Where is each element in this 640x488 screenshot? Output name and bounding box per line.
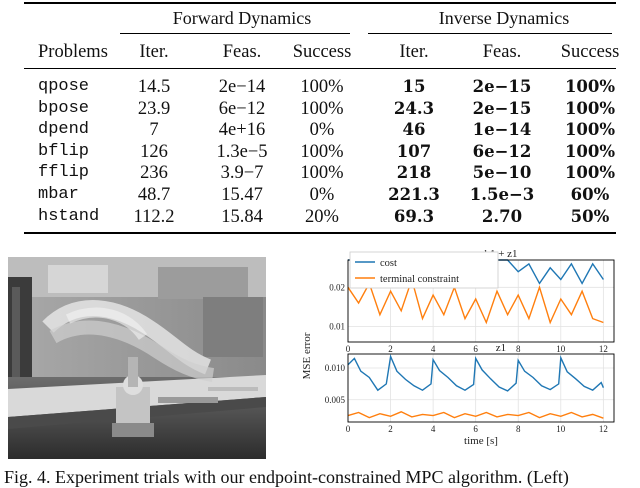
forward-success-cell: 100% <box>300 163 344 184</box>
inverse-success-cell: 50% <box>570 206 610 226</box>
legend-label: terminal constraint <box>380 274 459 285</box>
y-tick-label: 0.01 <box>329 321 345 331</box>
x-tick-label: 4 <box>431 344 436 354</box>
forward-feas-cell: 1.3e−5 <box>216 141 268 162</box>
inverse-feas-cell: 2.70 <box>481 206 523 226</box>
inverse-iter-cell: 15 <box>402 77 426 96</box>
figure-caption: Fig. 4. Experiment trials with our endpo… <box>4 467 569 487</box>
series-line-terminal-constraint <box>347 277 604 325</box>
plot-legend: cost terminal constraint <box>349 251 499 289</box>
inverse-success-cell: 100% <box>564 163 616 183</box>
series-line-cost <box>347 353 605 392</box>
forward-success-cell: 100% <box>300 141 344 162</box>
forward-iter-header: Iter. <box>139 42 169 62</box>
chart-panel-1: z1 0 2 4 6 8 10 12 0.005 0.010 time [s] <box>325 342 615 447</box>
y-tick-label: 0.010 <box>325 363 346 373</box>
x-tick-label: 0 <box>346 424 351 434</box>
x-tick-label: 10 <box>556 344 566 354</box>
inverse-success-cell: 100% <box>564 77 616 96</box>
inverse-iter-cell: 218 <box>396 163 432 183</box>
inverse-dynamics-header: Inverse Dynamics <box>438 8 570 28</box>
robot-arm-photo-image <box>8 257 266 459</box>
problem-cell: hstand <box>38 206 100 226</box>
inverse-feas-cell: 1e−14 <box>472 120 532 140</box>
problems-header: Problems <box>38 42 108 62</box>
table-top-rule <box>24 2 616 4</box>
x-tick-label: 0 <box>346 344 351 354</box>
mse-error-plots-svg: MSE error b1 + z10 2 4 6 8 10 120.010.02costte… <box>301 248 615 447</box>
inverse-iter-cell: 69.3 <box>393 206 435 226</box>
forward-dynamics-header: Forward Dynamics <box>172 8 312 28</box>
inverse-feas-cell: 1.5e−3 <box>469 185 535 204</box>
plot-frame <box>347 353 615 423</box>
problem-cell: dpend <box>38 120 90 140</box>
x-tick-label: 2 <box>388 344 393 354</box>
inverse-feas-header: Feas. <box>482 42 522 62</box>
legend-box <box>349 251 499 289</box>
x-tick-label: 2 <box>388 424 393 434</box>
legend-label: cost <box>380 258 397 269</box>
inverse-feas-cell: 2e−15 <box>472 98 532 118</box>
y-tick-label: 0.02 <box>329 282 345 292</box>
robot-arm-photo <box>8 257 266 459</box>
forward-iter-cell: 126 <box>140 141 168 162</box>
forward-iter-cell: 7 <box>149 120 159 141</box>
forward-iter-cell: 112.2 <box>133 206 175 227</box>
forward-success-cell: 20% <box>305 206 339 227</box>
y-axis-label: MSE error <box>301 332 313 379</box>
inverse-success-cell: 100% <box>564 98 616 118</box>
forward-feas-cell: 2e−14 <box>218 77 266 97</box>
problem-cell: fflip <box>38 163 90 183</box>
inverse-feas-cell: 2e−15 <box>472 77 532 96</box>
inverse-success-cell: 100% <box>564 120 616 140</box>
inverse-success-cell: 60% <box>570 185 610 204</box>
forward-success-header: Success <box>292 42 352 62</box>
x-axis-label: time [s] <box>464 435 498 447</box>
forward-feas-cell: 15.84 <box>221 206 263 227</box>
forward-feas-cell: 15.47 <box>221 185 263 205</box>
inverse-success-cell: 100% <box>564 141 616 161</box>
inverse-iter-cell: 107 <box>396 141 432 161</box>
x-tick-label: 4 <box>431 424 436 434</box>
mse-error-plots: MSE error b1 + z1 0 2 4 6 8 10 12 0.01 0.02 cost te… <box>300 246 640 458</box>
x-tick-label: 12 <box>599 344 608 354</box>
inverse-group-underline <box>368 33 612 34</box>
x-tick-label: 12 <box>599 424 608 434</box>
forward-iter-cell: 236 <box>140 163 168 184</box>
x-tick-label: 10 <box>556 424 566 434</box>
forward-iter-cell: 23.9 <box>137 98 171 119</box>
forward-feas-header: Feas. <box>222 42 262 62</box>
x-tick-label: 6 <box>473 344 478 354</box>
forward-group-underline <box>120 33 350 34</box>
y-tick-label: 0.005 <box>325 395 346 405</box>
inverse-iter-cell: 221.3 <box>388 185 440 204</box>
table-bottom-rule <box>24 232 616 234</box>
x-tick-label: 6 <box>473 424 478 434</box>
problem-cell: mbar <box>38 185 79 204</box>
forward-success-cell: 0% <box>309 185 335 205</box>
forward-feas-cell: 3.9−7 <box>220 163 264 184</box>
forward-success-cell: 100% <box>300 77 344 97</box>
forward-feas-cell: 4e+16 <box>218 120 266 141</box>
inverse-iter-cell: 46 <box>402 120 426 140</box>
x-tick-label: 8 <box>516 424 521 434</box>
series-line-terminal-constraint <box>347 411 604 419</box>
forward-success-cell: 100% <box>300 98 344 119</box>
forward-success-cell: 0% <box>309 120 335 141</box>
inverse-iter-cell: 24.3 <box>393 98 435 118</box>
inverse-iter-header: Iter. <box>399 42 429 62</box>
x-tick-label: 8 <box>516 344 521 354</box>
inverse-feas-cell: 6e−12 <box>472 141 532 161</box>
problem-cell: qpose <box>38 77 90 96</box>
inverse-feas-cell: 5e−10 <box>472 163 532 183</box>
forward-iter-cell: 14.5 <box>137 77 171 97</box>
problem-cell: bflip <box>38 141 90 161</box>
inverse-success-header: Success <box>560 42 620 62</box>
header-rule <box>24 68 616 69</box>
forward-feas-cell: 6e−12 <box>218 98 266 119</box>
plot-title: z1 <box>496 342 506 354</box>
forward-iter-cell: 48.7 <box>137 185 171 205</box>
problem-cell: bpose <box>38 98 90 118</box>
